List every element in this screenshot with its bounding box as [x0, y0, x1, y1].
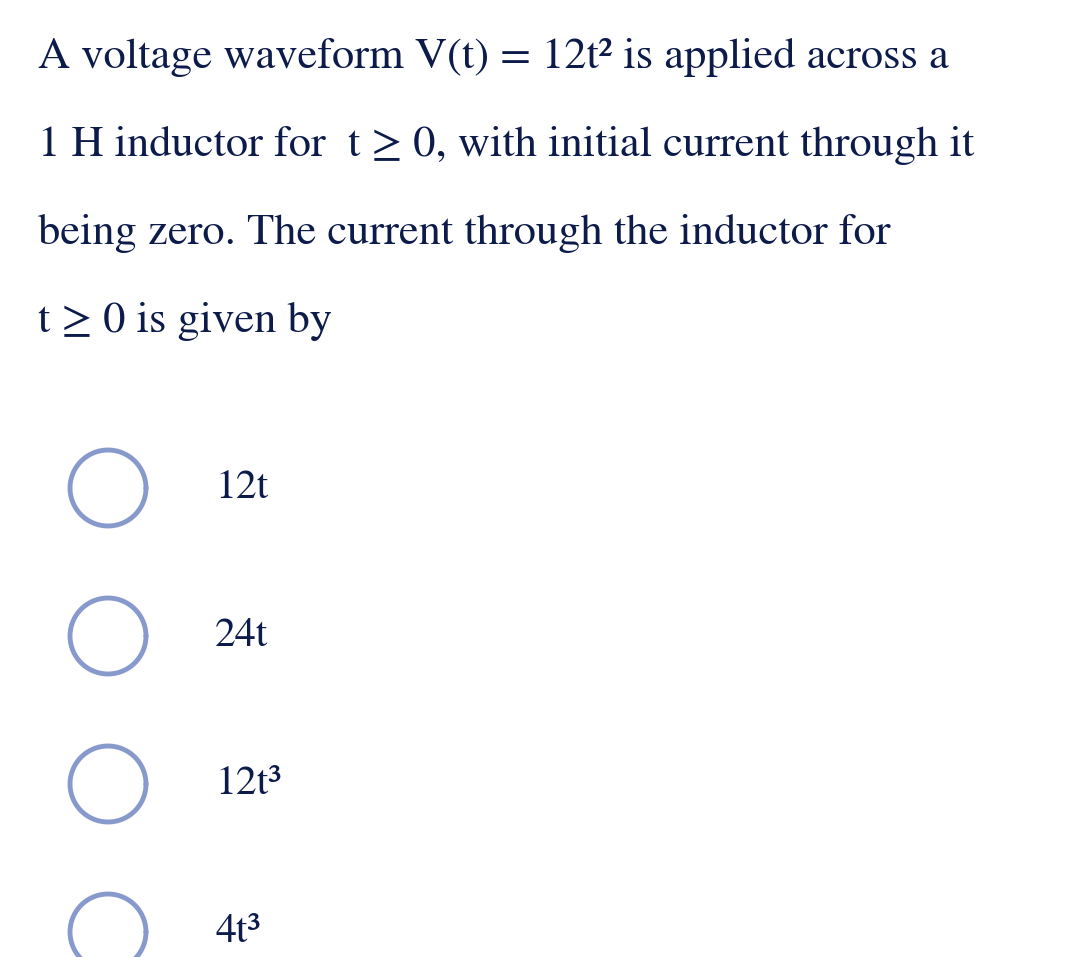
- Text: t ≥ 0 is given by: t ≥ 0 is given by: [38, 302, 332, 341]
- Text: 4t³: 4t³: [215, 913, 260, 950]
- Text: 12t: 12t: [215, 469, 268, 506]
- Text: being zero. The current through the inductor for: being zero. The current through the indu…: [38, 214, 891, 253]
- Text: 12t³: 12t³: [215, 766, 281, 803]
- Text: A voltage waveform V(t) = 12t² is applied across a: A voltage waveform V(t) = 12t² is applie…: [38, 38, 948, 78]
- Text: 1 H inductor for  t ≥ 0, with initial current through it: 1 H inductor for t ≥ 0, with initial cur…: [38, 126, 974, 165]
- Text: 24t: 24t: [215, 617, 268, 655]
